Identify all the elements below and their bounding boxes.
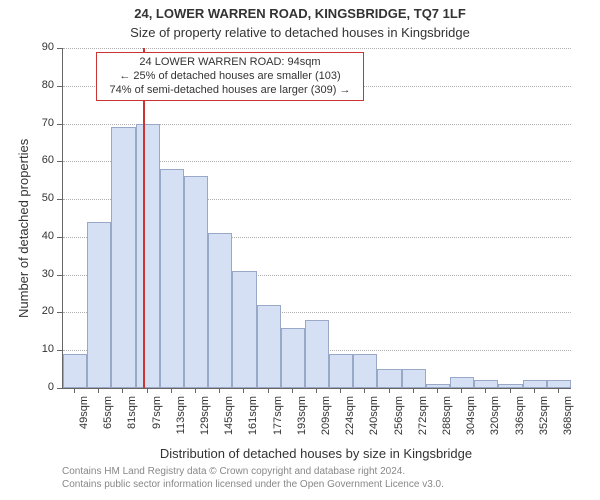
x-tick-mark [195, 388, 196, 393]
histogram-bar [232, 271, 256, 388]
x-tick-label: 288sqm [441, 396, 453, 446]
y-tick-label: 90 [24, 41, 54, 53]
x-tick-label: 161sqm [247, 396, 259, 446]
x-tick-mark [510, 388, 511, 393]
x-tick-mark [461, 388, 462, 393]
histogram-bar [87, 222, 111, 388]
x-tick-mark [122, 388, 123, 393]
footnote-line-1: Contains HM Land Registry data © Crown c… [62, 466, 444, 479]
x-tick-mark [413, 388, 414, 393]
y-tick-label: 10 [24, 343, 54, 355]
y-tick-label: 50 [24, 192, 54, 204]
x-tick-label: 129sqm [199, 396, 211, 446]
x-tick-label: 320sqm [489, 396, 501, 446]
chart-title-address: 24, LOWER WARREN ROAD, KINGSBRIDGE, TQ7 … [0, 0, 600, 21]
y-tick-mark [57, 275, 62, 276]
histogram-bar [184, 176, 208, 388]
x-tick-mark [219, 388, 220, 393]
x-tick-label: 177sqm [272, 396, 284, 446]
histogram-bar [305, 320, 329, 388]
x-axis-label: Distribution of detached houses by size … [62, 446, 570, 461]
y-tick-mark [57, 124, 62, 125]
histogram-bar [136, 124, 160, 388]
x-tick-label: 209sqm [320, 396, 332, 446]
y-tick-label: 70 [24, 117, 54, 129]
x-tick-label: 193sqm [296, 396, 308, 446]
x-tick-label: 352sqm [538, 396, 550, 446]
y-tick-mark [57, 312, 62, 313]
x-tick-mark [243, 388, 244, 393]
histogram-bar [474, 380, 498, 388]
x-tick-mark [558, 388, 559, 393]
callout-box: 24 LOWER WARREN ROAD: 94sqm ← 25% of det… [96, 52, 364, 101]
x-tick-mark [74, 388, 75, 393]
y-tick-mark [57, 388, 62, 389]
x-tick-mark [340, 388, 341, 393]
histogram-bar [160, 169, 184, 388]
histogram-bar [523, 380, 547, 388]
histogram-bar [257, 305, 281, 388]
callout-line-2: ← 25% of detached houses are smaller (10… [103, 70, 357, 84]
footnote: Contains HM Land Registry data © Crown c… [62, 466, 444, 491]
y-tick-mark [57, 350, 62, 351]
histogram-bar [547, 380, 571, 388]
y-tick-mark [57, 237, 62, 238]
histogram-bar [111, 127, 135, 388]
histogram-bar [353, 354, 377, 388]
x-tick-label: 97sqm [151, 396, 163, 446]
x-tick-mark [485, 388, 486, 393]
x-tick-mark [364, 388, 365, 393]
y-tick-mark [57, 48, 62, 49]
y-tick-mark [57, 161, 62, 162]
callout-line-1: 24 LOWER WARREN ROAD: 94sqm [103, 56, 357, 70]
chart-title-subtitle: Size of property relative to detached ho… [0, 21, 600, 40]
x-tick-label: 256sqm [393, 396, 405, 446]
x-tick-label: 113sqm [175, 396, 187, 446]
histogram-bar [450, 377, 474, 388]
callout-line-3: 74% of semi-detached houses are larger (… [103, 84, 357, 98]
x-tick-label: 368sqm [562, 396, 574, 446]
x-tick-mark [437, 388, 438, 393]
x-tick-label: 81sqm [126, 396, 138, 446]
histogram-bar [377, 369, 401, 388]
y-tick-mark [57, 199, 62, 200]
histogram-bar [63, 354, 87, 388]
x-tick-label: 272sqm [417, 396, 429, 446]
x-tick-label: 145sqm [223, 396, 235, 446]
y-tick-mark [57, 86, 62, 87]
y-tick-label: 60 [24, 154, 54, 166]
chart-container: { "title1": "24, LOWER WARREN ROAD, KING… [0, 0, 600, 500]
x-tick-mark [534, 388, 535, 393]
x-tick-mark [98, 388, 99, 393]
x-tick-mark [171, 388, 172, 393]
y-tick-label: 0 [24, 381, 54, 393]
y-tick-label: 30 [24, 268, 54, 280]
histogram-bar [329, 354, 353, 388]
x-tick-mark [268, 388, 269, 393]
histogram-bar [281, 328, 305, 388]
histogram-bar [402, 369, 426, 388]
footnote-line-2: Contains public sector information licen… [62, 479, 444, 492]
x-tick-label: 240sqm [368, 396, 380, 446]
x-tick-label: 49sqm [78, 396, 90, 446]
x-tick-mark [147, 388, 148, 393]
x-tick-mark [292, 388, 293, 393]
x-tick-mark [316, 388, 317, 393]
gridline [63, 48, 571, 49]
x-tick-label: 336sqm [514, 396, 526, 446]
histogram-bar [426, 384, 450, 388]
y-tick-label: 20 [24, 305, 54, 317]
x-tick-label: 304sqm [465, 396, 477, 446]
histogram-bar [498, 384, 522, 388]
histogram-bar [208, 233, 232, 388]
y-tick-label: 80 [24, 79, 54, 91]
x-tick-label: 65sqm [102, 396, 114, 446]
y-tick-label: 40 [24, 230, 54, 242]
x-tick-mark [389, 388, 390, 393]
x-tick-label: 224sqm [344, 396, 356, 446]
